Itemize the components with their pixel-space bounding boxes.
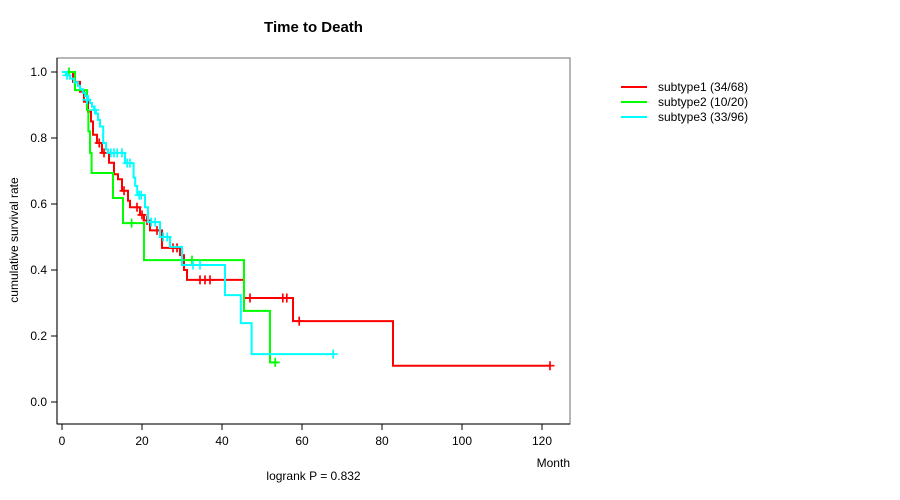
km-curve-subtype3 <box>62 71 334 356</box>
censor-mark-subtype1 <box>132 202 142 212</box>
x-tick-label: 80 <box>375 434 389 448</box>
legend-item-subtype1: subtype1 (34/68) <box>621 79 748 94</box>
censor-mark-subtype3 <box>162 232 172 242</box>
censor-mark-subtype3 <box>90 105 100 115</box>
censor-mark-subtype3 <box>136 190 146 200</box>
x-tick-label: 100 <box>452 434 472 448</box>
censor-mark-subtype3 <box>117 148 127 158</box>
censor-mark-subtype3 <box>150 217 160 227</box>
chart-title: Time to Death <box>264 19 363 36</box>
censor-mark-subtype1 <box>545 361 555 371</box>
km-curve-subtype2 <box>62 71 278 364</box>
x-tick-label: 40 <box>215 434 229 448</box>
censor-mark-subtype1 <box>294 316 304 326</box>
legend: subtype1 (34/68) subtype2 (10/20) subtyp… <box>621 79 748 124</box>
logrank-p-text: logrank P = 0.832 <box>266 469 361 483</box>
y-tick-label: 0.4 <box>30 263 47 277</box>
censor-mark-subtype1 <box>137 210 147 220</box>
y-tick-label: 0.8 <box>30 131 47 145</box>
x-axis-title: Month <box>536 456 570 470</box>
censor-mark-subtype3 <box>195 260 205 270</box>
censor-mark-subtype3 <box>125 158 135 168</box>
legend-item-subtype3: subtype3 (33/96) <box>621 109 748 124</box>
y-tick-label: 0.0 <box>30 395 47 409</box>
censor-mark-subtype3 <box>82 95 92 105</box>
censor-mark-subtype1 <box>245 293 255 303</box>
y-tick-label: 0.6 <box>30 197 47 211</box>
legend-label-subtype2: subtype2 (10/20) <box>658 94 749 109</box>
x-tick-label: 0 <box>59 434 66 448</box>
censor-mark-subtype3 <box>62 70 72 80</box>
legend-item-subtype2: subtype2 (10/20) <box>621 94 748 109</box>
censor-mark-subtype2 <box>127 218 137 228</box>
censor-mark-subtype2 <box>270 357 280 367</box>
x-tick-label: 20 <box>135 434 149 448</box>
km-curve-subtype1 <box>62 71 550 367</box>
y-axis-title: cumulative survival rate <box>7 177 21 303</box>
legend-line-subtype3-icon <box>621 115 647 118</box>
x-tick-label: 120 <box>532 434 552 448</box>
legend-label-subtype1: subtype1 (34/68) <box>658 79 749 94</box>
censor-mark-subtype2 <box>187 255 197 265</box>
censor-mark-subtype3 <box>328 349 338 359</box>
censor-mark-subtype1 <box>119 186 129 196</box>
legend-line-subtype2-icon <box>621 100 647 103</box>
legend-line-subtype1-icon <box>621 85 647 88</box>
censor-mark-subtype1 <box>205 275 215 285</box>
y-tick-label: 0.2 <box>30 329 47 343</box>
censor-mark-subtype1 <box>282 293 292 303</box>
y-tick-label: 1.0 <box>30 65 47 79</box>
plot-box <box>56 57 571 425</box>
legend-label-subtype3: subtype3 (33/96) <box>658 109 749 124</box>
x-tick-label: 60 <box>295 434 309 448</box>
